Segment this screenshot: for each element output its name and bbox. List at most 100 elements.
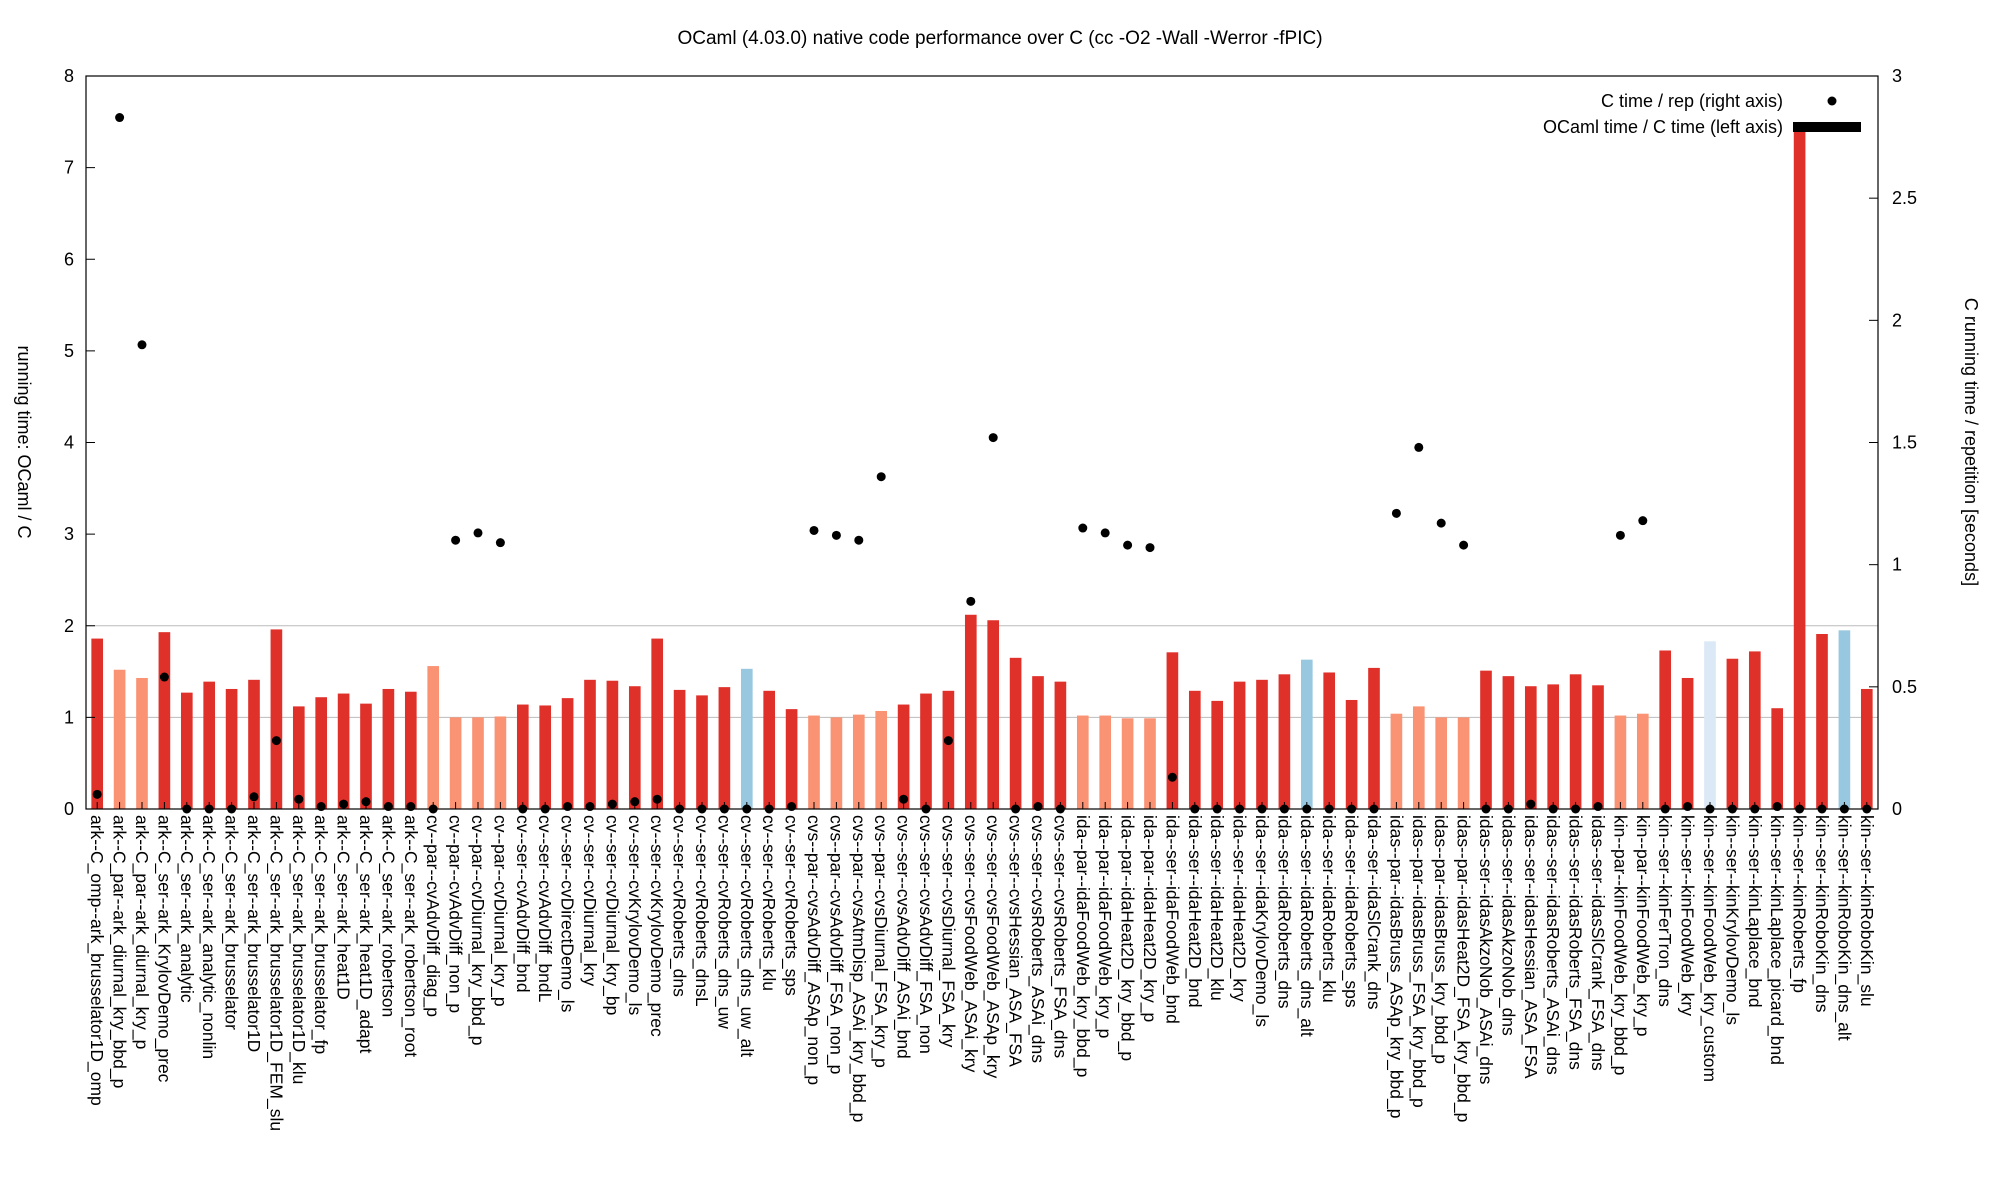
- category-label: ark--C_par--ark_diurnal_kry_bbd_p: [109, 815, 130, 1088]
- bar: [472, 717, 484, 809]
- bar: [696, 695, 708, 809]
- category-label: ida--ser--idaRoberts_dns_alt: [1296, 815, 1317, 1037]
- data-point: [159, 672, 169, 682]
- data-point: [1100, 528, 1110, 538]
- category-label: idas--par--idasBruss_ASAp_kry_bbd_p: [1385, 815, 1406, 1118]
- bar: [1076, 715, 1089, 809]
- bar: [740, 668, 753, 809]
- y-tick-label-right: 1: [1892, 555, 1902, 575]
- bar: [1704, 641, 1716, 809]
- plot-frame: [85, 75, 1879, 810]
- data-point: [1638, 516, 1648, 526]
- y-tick-label-right: 1.5: [1892, 433, 1917, 453]
- category-label: ark--C_omp--ark_brusselator1D_omp: [86, 815, 107, 1106]
- y-tick-label-left: 3: [64, 524, 74, 544]
- bar: [1412, 706, 1425, 809]
- y-tick-label-left: 7: [64, 158, 74, 178]
- bar: [1659, 650, 1672, 809]
- data-point: [361, 797, 371, 807]
- category-label: cvs--par--cvsAdvDiff_FSA_non_p: [825, 815, 846, 1074]
- data-point: [92, 789, 102, 799]
- category-label: idas--ser--idasHessian_ASA_FSA: [1520, 815, 1541, 1079]
- bar: [942, 690, 955, 809]
- bar: [628, 686, 641, 809]
- bar: [964, 614, 977, 809]
- data-point: [831, 530, 841, 540]
- category-label: cvs--par--cvsDiurnal_FSA_kry_p: [870, 815, 891, 1068]
- category-label: cv--ser--cvRoberts_sps: [781, 815, 802, 996]
- category-label: ida--par--idaHeat2D_kry_bbd_p: [1117, 815, 1138, 1061]
- bar: [1188, 690, 1201, 809]
- bar: [1054, 681, 1067, 809]
- point-layer: [92, 113, 1872, 814]
- category-label: ida--ser--idaHeat2D_klu: [1206, 815, 1227, 1001]
- category-label: idas--par--idasBruss_kry_bbd_p: [1430, 815, 1451, 1064]
- y-tick-label-left: 6: [64, 249, 74, 269]
- category-label: kin--ser--kinFoodWeb_kry_custom: [1699, 815, 1720, 1082]
- y-tick-label-left: 2: [64, 616, 74, 636]
- category-label: cv--ser--cvDiurnal_kry_bp: [601, 815, 622, 1015]
- category-label: cvs--ser--cvsHessian_ASA_FSA: [1005, 815, 1026, 1067]
- category-label: kin--ser--kinKrylovDemo_ls: [1721, 815, 1742, 1025]
- category-label: ark--C_ser--ark_brusselator1D_FEM_slu: [265, 815, 286, 1131]
- bar: [1502, 676, 1515, 809]
- category-label: cv--ser--cvKrylovDemo_ls: [624, 815, 645, 1016]
- category-label: ark--C_ser--ark_KrylovDemo_prec: [153, 815, 174, 1083]
- bar: [1300, 659, 1313, 809]
- data-point: [809, 525, 819, 535]
- category-label: cvs--par--cvsAdvDiff_ASAp_non_p: [803, 815, 824, 1085]
- category-label: ida--ser--idaHeat2D_bnd: [1184, 815, 1205, 1008]
- axis-layer: 0 1 2 3 4 5 6 7 8 0 0.5 1 1.5 2 2.5 3: [64, 66, 1917, 819]
- bar: [1748, 651, 1761, 809]
- category-label: kin--ser--kinLaplace_picard_bnd: [1766, 815, 1787, 1065]
- bar: [158, 632, 171, 809]
- category-label: idas--ser--idasAkzoNob_dns: [1497, 815, 1518, 1036]
- y-tick-label-right: 2: [1892, 310, 1902, 330]
- data-point: [451, 535, 461, 545]
- category-label: cv--ser--cvRoberts_dns_uw_alt: [736, 815, 757, 1057]
- bar: [1681, 677, 1694, 809]
- category-label: cvs--ser--cvsAdvDiff_FSA_non: [915, 815, 936, 1054]
- bar: [1032, 676, 1044, 809]
- category-label: idas--par--idasBruss_FSA_kry_bbd_p: [1408, 815, 1429, 1108]
- bar: [1009, 657, 1022, 809]
- data-point: [630, 797, 640, 807]
- bar: [1816, 633, 1828, 809]
- bar: [561, 698, 574, 809]
- category-label: cv--ser--cvRoberts_dnsL: [691, 815, 712, 1007]
- data-point: [943, 736, 953, 746]
- data-point: [652, 794, 662, 804]
- category-label: idas--ser--idasSlCrank_FSA_dns: [1587, 815, 1608, 1071]
- y-tick-label-left: 4: [64, 433, 74, 453]
- bar: [606, 680, 619, 809]
- bar: [584, 679, 596, 809]
- bar: [1771, 708, 1784, 809]
- category-label: kin--ser--kinLaplace_bnd: [1744, 815, 1765, 1008]
- data-point: [495, 538, 505, 548]
- bar: [1233, 681, 1246, 809]
- category-label: cv--par--cvAdvDiff_non_p: [445, 815, 466, 1013]
- y-tick-label-left: 8: [64, 66, 74, 86]
- bar: [449, 717, 462, 809]
- data-point: [271, 736, 281, 746]
- category-label: kin--ser--kinRoboKin_slu: [1856, 815, 1877, 1007]
- category-label: ida--ser--idaHeat2D_kry: [1229, 815, 1250, 1002]
- bar: [718, 687, 731, 809]
- category-label: ida--ser--idaRoberts_dns: [1273, 815, 1294, 1009]
- data-point: [1459, 540, 1469, 550]
- bar: [1457, 717, 1470, 809]
- data-point: [294, 794, 304, 804]
- bar: [360, 703, 372, 809]
- data-point: [473, 528, 483, 538]
- category-label: cv--par--cvDiurnal_kry_p: [489, 815, 510, 1007]
- data-point: [1391, 508, 1401, 518]
- category-label: ida--ser--idaKrylovDemo_ls: [1251, 815, 1272, 1027]
- bar: [516, 704, 529, 809]
- category-label: ark--C_ser--ark_analytic: [176, 815, 197, 1003]
- category-label: cv--ser--cvDiurnal_kry: [579, 815, 600, 986]
- category-label: cv--ser--cvAdvDiff_bnd: [512, 815, 533, 993]
- y-tick-label-right: 3: [1892, 66, 1902, 86]
- bar: [1636, 713, 1649, 809]
- bar: [897, 704, 910, 809]
